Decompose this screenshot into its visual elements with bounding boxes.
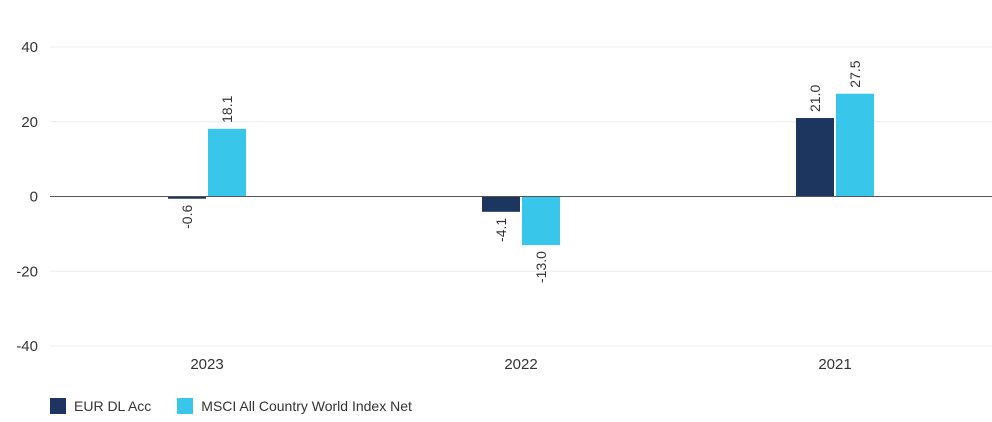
data-label: 21.0: [807, 85, 823, 112]
legend-label-eur-dl-acc: EUR DL Acc: [74, 398, 152, 414]
bar-msci-2022: [522, 196, 560, 246]
y-tick-label: -40: [16, 338, 38, 355]
legend-swatch-msci: [177, 398, 194, 414]
bar-eur-dl-acc-2022: [482, 196, 520, 212]
data-label: -0.6: [179, 205, 195, 229]
legend: EUR DL Acc MSCI All Country World Index …: [50, 397, 412, 415]
bar-eur-dl-acc-2023: [168, 196, 206, 199]
legend-item-msci: MSCI All Country World Index Net: [177, 398, 412, 414]
bar-msci-2023: [208, 128, 246, 197]
x-tick-label: 2023: [190, 356, 223, 373]
legend-item-eur-dl-acc: EUR DL Acc: [50, 398, 151, 414]
data-label: 27.5: [847, 60, 863, 87]
data-label: -13.0: [533, 251, 549, 283]
data-label: 18.1: [219, 95, 235, 122]
bar-eur-dl-acc-2021: [796, 118, 834, 197]
y-tick-label: 40: [21, 39, 38, 56]
bar-msci-2021: [836, 93, 874, 197]
y-tick-label: -20: [16, 263, 38, 280]
y-tick-label: 20: [21, 114, 38, 131]
legend-label-msci: MSCI All Country World Index Net: [201, 398, 412, 414]
data-label: -4.1: [493, 218, 509, 242]
y-tick-label: 0: [30, 189, 38, 206]
legend-swatch-eur-dl-acc: [50, 398, 66, 414]
x-tick-label: 2022: [504, 356, 537, 373]
x-tick-label: 2021: [818, 356, 851, 373]
